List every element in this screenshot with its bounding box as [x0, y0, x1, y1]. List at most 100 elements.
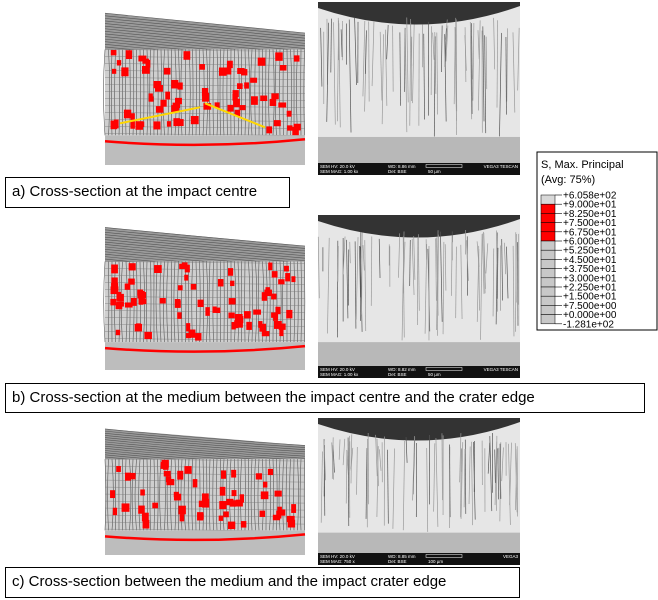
- sem-streak: [317, 236, 320, 299]
- legend-swatch: [540, 249, 556, 260]
- sim-hatch: [104, 437, 306, 455]
- sem-streak: [501, 447, 504, 482]
- sem-info-bar: [318, 553, 520, 565]
- sim-red-element: [159, 297, 166, 304]
- sim-column: [251, 261, 254, 343]
- sem-streak: [401, 231, 405, 341]
- sem-streak: [342, 236, 346, 275]
- sim-red-element: [234, 109, 241, 117]
- sim-red-element: [228, 298, 236, 305]
- sem-image: SEM HV: 20.0 kV WD: 8.86 mm VEGA3 TESCAN SE…: [318, 2, 520, 175]
- sim-red-element: [275, 52, 283, 61]
- sem-info-text: VEGA3 TESCAN: [484, 367, 518, 372]
- sim-row: [104, 70, 306, 73]
- sim-red-element: [145, 59, 151, 68]
- sim-red-element: [121, 503, 130, 512]
- sim-red-element: [233, 98, 240, 108]
- sim-row: [104, 338, 306, 341]
- sim-red-element: [276, 510, 282, 519]
- sem-info-text: SEM MAG: 750 x: [320, 559, 356, 564]
- sem-streak: [379, 449, 382, 471]
- sim-column: [134, 459, 137, 531]
- sim-red-element: [287, 125, 293, 131]
- sem-streak: [386, 24, 389, 60]
- sem-streak: [333, 22, 336, 125]
- legend-swatch: [540, 295, 556, 306]
- sem-streak: [496, 247, 499, 299]
- sim-red-element: [234, 320, 239, 329]
- legend-label: +2.250e+01: [563, 283, 617, 294]
- legend-swatch: [540, 268, 556, 279]
- sem-streak: [355, 237, 359, 320]
- sim-column: [300, 261, 302, 343]
- sim-red-element: [203, 103, 212, 110]
- sim-red-element: [113, 119, 119, 129]
- sim-red-element: [115, 303, 123, 310]
- sim-red-element: [239, 494, 244, 503]
- sim-red-element: [232, 90, 239, 98]
- sim-column: [219, 49, 221, 136]
- sem-streak: [477, 30, 480, 60]
- sem-info-bar: [318, 366, 520, 378]
- sem-info-text: VEGA3: [503, 554, 519, 559]
- sem-streak: [444, 28, 447, 67]
- sim-red-element: [190, 283, 197, 290]
- sim-red-element: [278, 323, 286, 330]
- sem-streak: [361, 232, 363, 315]
- sim-red-element: [137, 290, 145, 299]
- sim-red-element: [186, 323, 191, 332]
- sem-streak: [449, 444, 451, 518]
- sim-red-element: [141, 512, 149, 522]
- sim-row: [104, 112, 306, 115]
- sim-red-element: [273, 320, 282, 329]
- sim-red-element: [177, 470, 184, 480]
- sem-streak: [392, 25, 394, 92]
- sem-streak: [499, 442, 502, 522]
- sim-red-element: [232, 94, 238, 101]
- sem-streak: [512, 245, 515, 337]
- sim-red-element: [205, 307, 210, 316]
- sim-red-element: [171, 105, 180, 113]
- sim-column: [206, 261, 208, 343]
- sem-streak: [441, 25, 443, 72]
- sim-hatch: [104, 12, 306, 34]
- sim-red-element: [192, 479, 198, 488]
- sem-streak: [435, 438, 439, 527]
- sem-streak: [346, 239, 349, 319]
- sim-column: [299, 459, 302, 531]
- sim-column: [187, 459, 190, 531]
- sim-red-element: [201, 87, 209, 96]
- sim-red-element: [175, 97, 182, 105]
- caption: b) Cross-section at the medium between t…: [5, 383, 645, 413]
- sim-red-element: [111, 277, 118, 286]
- sim-red-element: [190, 116, 199, 125]
- sim-hatch: [104, 18, 306, 39]
- sem-streak: [495, 232, 498, 325]
- legend-label: +5.250e+01: [563, 246, 617, 257]
- sem-info-text: WD: 8.82 mm: [388, 367, 416, 372]
- sim-column: [209, 459, 211, 531]
- sem-streak: [508, 443, 511, 525]
- sim-red-element: [219, 486, 226, 496]
- sim-red-element: [219, 501, 227, 510]
- sim-red-element: [278, 279, 285, 285]
- sim-red-element: [261, 292, 268, 301]
- sem-streak: [331, 437, 334, 479]
- sem-streak: [362, 245, 365, 271]
- sem-info-text: WD: 8.85 mm: [388, 554, 416, 559]
- sim-crack: [119, 106, 201, 125]
- sem-streak: [460, 448, 462, 518]
- sem-streak: [476, 248, 480, 322]
- sem-streak: [327, 237, 330, 334]
- sim-red-element: [166, 121, 171, 127]
- sem-streak: [483, 231, 486, 294]
- legend-label: +0.000e+00: [563, 310, 617, 321]
- sim-red-element: [268, 262, 273, 271]
- sim-hatch: [104, 239, 306, 259]
- sim-red-element: [266, 126, 273, 134]
- sim-red-element: [231, 469, 237, 478]
- sem-image: SEM HV: 20.0 kV WD: 8.85 mm VEGA3 SEM MAG: …: [318, 418, 520, 565]
- sem-streak: [471, 441, 474, 526]
- sim-red-element: [228, 312, 235, 319]
- sim-red-element: [124, 283, 131, 290]
